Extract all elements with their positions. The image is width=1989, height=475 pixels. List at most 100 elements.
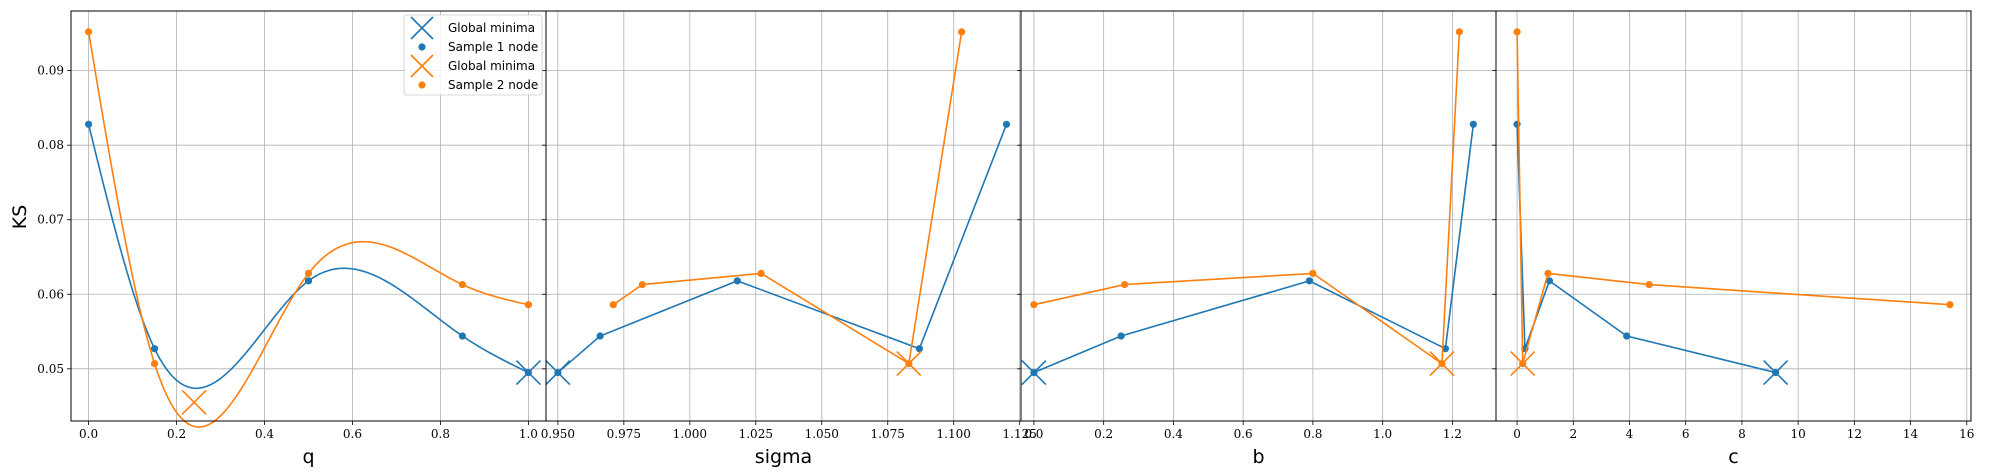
- series-1-global-minimum: [545, 359, 571, 386]
- series-2-node: [958, 28, 966, 36]
- series-1-node: [1117, 332, 1125, 340]
- legend-entry-label: Global minima: [448, 59, 535, 73]
- x-tick-label: 0.8: [431, 427, 450, 441]
- series-1-global-minimum: [515, 359, 541, 386]
- x-tick-label: 1.025: [739, 427, 773, 441]
- series-1-node: [1469, 120, 1477, 128]
- series-1-global-minimum: [1021, 359, 1047, 386]
- legend-minimum-marker: [410, 54, 434, 78]
- x-tick-label: 1.050: [805, 427, 839, 441]
- y-tick-label: 0.09: [37, 64, 64, 78]
- series-1-global-minimum: [1763, 359, 1789, 386]
- y-tick-label: 0.07: [37, 213, 64, 227]
- x-tick-label: 0.975: [607, 427, 641, 441]
- series-2-node: [524, 301, 533, 309]
- panel-b: 0.0 0.2 0.4 0.6 0.8 1.0 1.2 b: [1017, 10, 1497, 468]
- x-tick-label: 0.0: [1024, 427, 1043, 441]
- series-1-node: [150, 345, 159, 353]
- x-tick-label: 0.2: [1094, 427, 1113, 441]
- series-2-node: [1455, 28, 1463, 36]
- legend-node-marker: [418, 81, 426, 89]
- series-1-node: [1623, 332, 1631, 340]
- x-tick-label: 1.0: [1373, 427, 1392, 441]
- series-2-node: [304, 269, 313, 277]
- series-2-global-minimum: [1510, 351, 1536, 377]
- legend-entry-label: Sample 2 node: [448, 78, 538, 92]
- panel-frame: [1020, 10, 1497, 422]
- x-tick-label: 0.4: [255, 427, 274, 441]
- x-tick-label: 1.2: [1443, 427, 1462, 441]
- y-tick-label: 0.05: [37, 362, 64, 376]
- series-2-node: [84, 28, 93, 36]
- series-1-node: [84, 120, 93, 128]
- series-1-node: [458, 332, 467, 340]
- series-2-node: [1120, 280, 1129, 289]
- series-1-line: [557, 124, 1008, 374]
- series-2-global-minimum: [181, 389, 207, 415]
- series-1-line: [1516, 124, 1776, 374]
- x-tick-label: 0.2: [167, 427, 186, 441]
- y-tick-label: 0.06: [37, 287, 64, 301]
- series-1-line: [1033, 124, 1475, 374]
- x-tick-label: 0.6: [1234, 427, 1253, 441]
- x-tick-label: 2: [1569, 427, 1577, 441]
- series-2-line: [1033, 31, 1461, 366]
- series-2-line: [612, 31, 963, 365]
- series-1-node: [304, 277, 313, 285]
- series-1-node: [1513, 120, 1521, 128]
- panel-c: 0 2 4 6 8 10 12 14 16 c: [1492, 10, 1974, 468]
- x-tick-label: 0.4: [1164, 427, 1183, 441]
- x-tick-label: 1.100: [937, 427, 971, 441]
- series-2-line: [1516, 31, 1950, 364]
- series-1-node: [1002, 120, 1011, 128]
- x-tick-label: 16: [1959, 427, 1974, 441]
- legend-frame: [403, 14, 543, 96]
- x-tick-label: 1.125: [1003, 427, 1037, 441]
- panel-frame: [1495, 10, 1972, 422]
- x-tick-label: 0.6: [343, 427, 362, 441]
- series-2-node: [1309, 269, 1317, 277]
- series-2-node: [1946, 301, 1954, 309]
- x-tick-label: 12: [1847, 427, 1862, 441]
- series-2-node: [757, 269, 765, 277]
- x-axis-label: c: [1728, 446, 1738, 468]
- x-tick-label: 0.950: [541, 427, 575, 441]
- panel-sigma: 0.950 0.975 1.000 1.025 1.050 1.075 1.100 1.125…: [541, 10, 1037, 468]
- panel-frame: [545, 10, 1022, 422]
- y-axis-label: KS: [9, 205, 31, 230]
- legend-entry-label: Global minima: [448, 21, 535, 35]
- x-axis-label: q: [302, 446, 314, 468]
- legend-entry-label: Sample 1 node: [448, 40, 538, 54]
- legend-node-marker: [418, 43, 426, 51]
- series-2-node: [1645, 280, 1653, 289]
- series-1-node: [733, 277, 741, 285]
- series-1-node: [915, 345, 924, 353]
- series-2-node: [150, 360, 159, 368]
- series-2-node: [1513, 28, 1521, 36]
- x-tick-label: 8: [1738, 427, 1746, 441]
- series-1-node: [1441, 345, 1450, 353]
- x-tick-label: 14: [1903, 427, 1919, 441]
- series-1-node: [596, 332, 604, 340]
- series-2-node: [638, 280, 646, 289]
- x-tick-label: 0.0: [79, 427, 98, 441]
- legend: Global minima Sample 1 node Global minima S…: [403, 14, 543, 96]
- x-tick-label: 0.8: [1303, 427, 1322, 441]
- x-axis-label: b: [1252, 446, 1264, 468]
- series-2-global-minimum: [1429, 351, 1455, 377]
- series-2-node: [1544, 269, 1552, 277]
- x-tick-label: 4: [1626, 427, 1634, 441]
- series-2-global-minimum: [896, 351, 922, 377]
- panel-q: 0.0 0.2 0.4 0.6 0.8 1.0 0.05 0.06 0.07 0.08 0.09 q: [37, 10, 547, 468]
- series-2-node: [458, 280, 467, 289]
- x-tick-label: 1.0: [519, 427, 538, 441]
- x-tick-label: 0: [1513, 427, 1521, 441]
- y-tick-label: 0.08: [37, 138, 64, 152]
- x-tick-label: 1.000: [673, 427, 707, 441]
- x-tick-label: 1.075: [871, 427, 905, 441]
- x-axis-label: sigma: [755, 446, 812, 468]
- series-1-node: [1305, 277, 1314, 285]
- legend-minimum-marker: [410, 16, 434, 40]
- series-2-node: [1030, 301, 1038, 309]
